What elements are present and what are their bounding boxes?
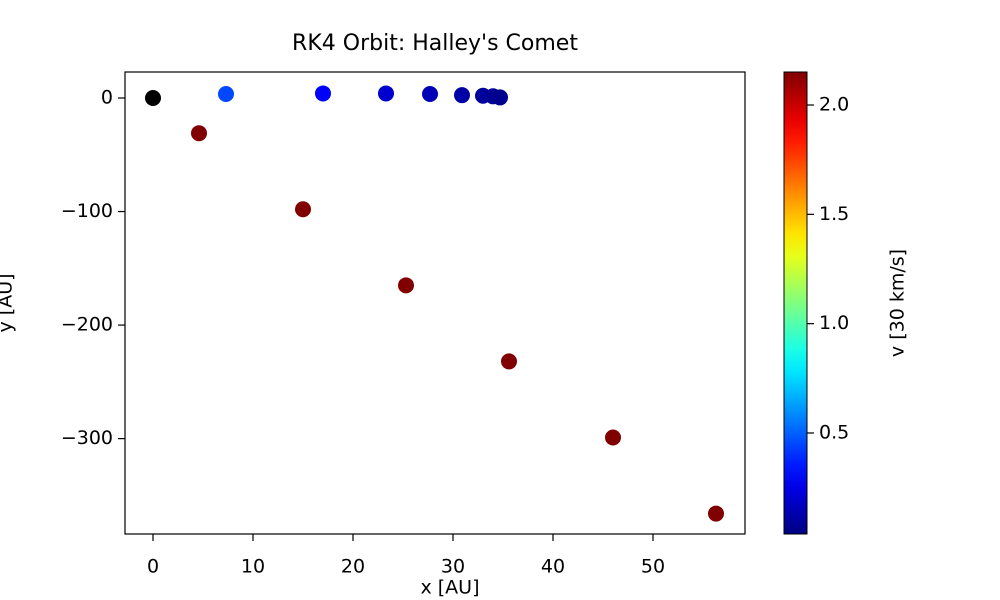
point <box>454 87 470 104</box>
y-tick-label: 0 <box>101 87 113 109</box>
colorbar <box>783 71 808 535</box>
point <box>218 86 234 103</box>
y-axis-label: y [AU] <box>0 273 17 332</box>
y-tick-label: −300 <box>61 427 113 449</box>
x-tick-label: 40 <box>541 556 565 578</box>
colorbar-tick-label: 2.0 <box>819 94 849 116</box>
x-tick-label: 10 <box>241 556 265 578</box>
point <box>398 277 414 294</box>
x-tick-label: 0 <box>147 556 159 578</box>
point <box>492 89 508 106</box>
point <box>295 201 311 218</box>
x-tick-label: 30 <box>441 556 465 578</box>
colorbar-tick-label: 1.5 <box>819 203 849 225</box>
point <box>145 90 161 107</box>
point <box>605 429 621 446</box>
chart-title: RK4 Orbit: Halley's Comet <box>292 31 578 56</box>
x-axis-label: x [AU] <box>420 577 479 599</box>
point <box>191 125 207 142</box>
colorbar-tick-label: 0.5 <box>819 421 849 443</box>
point <box>315 85 331 102</box>
x-tick-label: 20 <box>341 556 365 578</box>
y-tick-label: −200 <box>61 314 113 336</box>
y-tick-label: −100 <box>61 200 113 222</box>
x-tick-label: 50 <box>641 556 665 578</box>
point <box>378 85 394 102</box>
plot-frame <box>124 71 746 535</box>
point <box>501 353 517 370</box>
colorbar-tick-label: 1.0 <box>819 312 849 334</box>
colorbar-label: v [30 km/s] <box>887 249 909 357</box>
point <box>708 505 724 522</box>
point <box>422 86 438 103</box>
